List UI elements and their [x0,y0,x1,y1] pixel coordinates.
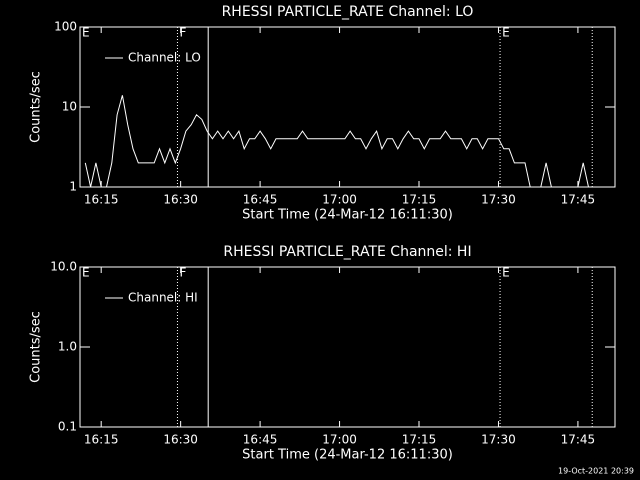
y-axis-label: Counts/sec [29,311,44,383]
x-tick-label: 17:30 [481,193,516,207]
x-tick-label: 17:15 [402,433,437,447]
footer: 19-Oct-2021 20:39 [558,467,634,476]
x-axis-label: Start Time (24-Mar-12 16:11:30) [242,448,453,463]
x-tick-label: 16:45 [243,193,278,207]
flag-label: F [180,26,187,40]
flag-label: E [502,266,510,280]
flag-label: E [502,26,510,40]
x-tick-label: 17:45 [561,433,596,447]
y-tick-label: 1 [69,180,77,194]
legend-label: Channel: HI [128,291,198,305]
y-tick-label: 1.0 [58,340,77,354]
chart-title: RHESSI PARTICLE_RATE Channel: LO [222,4,474,20]
y-tick-label: 10.0 [50,260,77,274]
flag-label: E [82,26,90,40]
data-line [84,95,589,188]
flag-label: E [82,266,90,280]
x-tick-label: 16:45 [243,433,278,447]
x-tick-label: 16:30 [163,193,198,207]
y-tick-label: 100 [54,20,77,34]
flag-label: F [180,266,187,280]
x-axis-label: Start Time (24-Mar-12 16:11:30) [242,208,453,223]
x-tick-label: 17:15 [402,193,437,207]
x-tick-label: 17:00 [322,433,357,447]
x-tick-label: 16:30 [163,433,198,447]
x-tick-label: 17:00 [322,193,357,207]
y-tick-label: 10 [62,100,77,114]
x-tick-label: 16:15 [84,193,119,207]
x-tick-label: 17:45 [561,193,596,207]
y-tick-label: 0.1 [58,420,77,434]
chart-title: RHESSI PARTICLE_RATE Channel: HI [223,244,471,260]
y-axis-label: Counts/sec [29,71,44,143]
x-tick-label: 17:30 [481,433,516,447]
legend-label: Channel: LO [128,51,201,65]
x-tick-label: 16:15 [84,433,119,447]
